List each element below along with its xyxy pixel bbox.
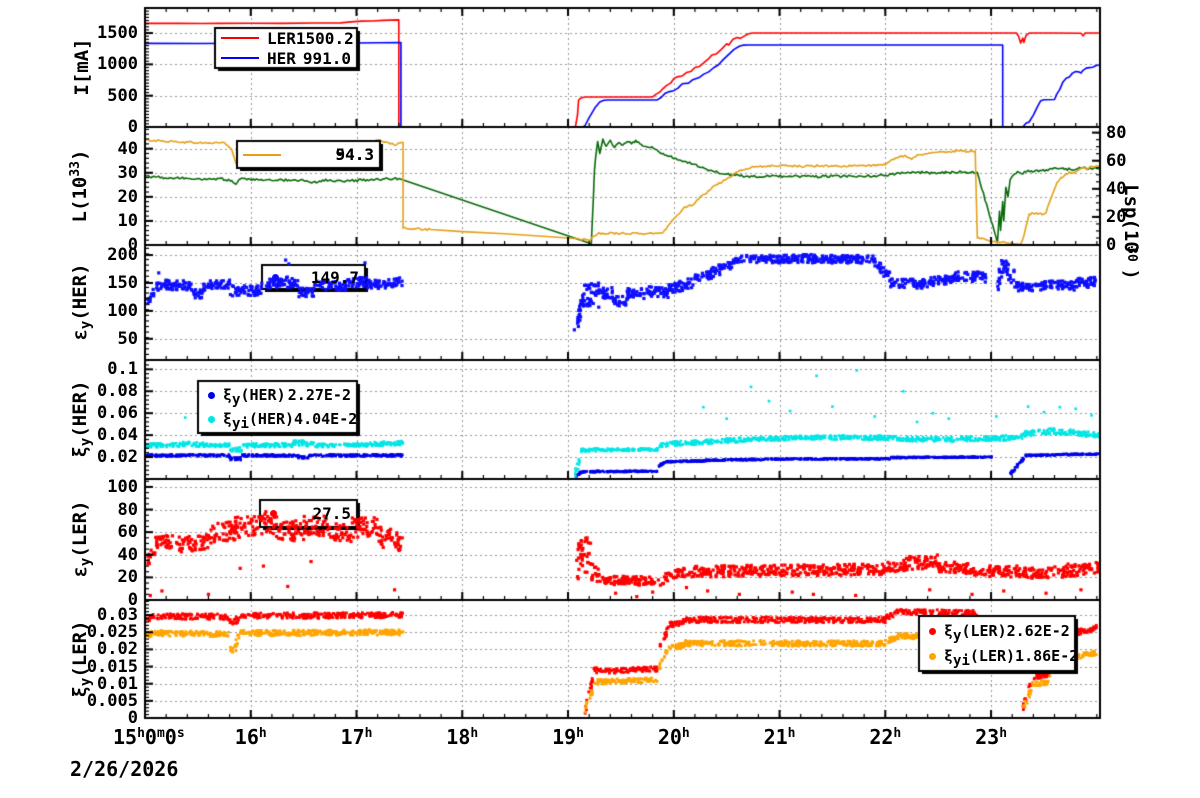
x-tick-label: 19h [552, 725, 584, 749]
legend-row: LER 1500.2 [221, 28, 354, 48]
y-tick-label: 0.1 [107, 359, 138, 380]
legend-value: 149.7 [310, 267, 359, 287]
legend-value: 1500.2 [295, 28, 354, 48]
legend-row: ξyi(HER) 4.04E-2 [204, 409, 357, 432]
legend-ey-ler: 27.5 [260, 500, 357, 527]
y-tick-label: 40 [117, 138, 138, 159]
legend-marker-dot [208, 391, 215, 399]
legend-marker-line [221, 37, 259, 39]
y-tick-label: 80 [117, 499, 138, 520]
x-tick-label: 22h [869, 725, 902, 749]
y-axis-label-lsp: Lsp(1030) [1120, 184, 1142, 280]
legend-row: ξyi(LER) 1.86E-2 [925, 646, 1078, 669]
y-tick-label: 0.02 [97, 447, 138, 468]
y-tick-label: 500 [107, 85, 138, 106]
y-tick-label-right: 80 [1106, 122, 1127, 143]
legend-label: ξy(HER) [223, 386, 286, 408]
y-tick-label: 0 [127, 708, 138, 728]
legend-value: 4.04E-2 [294, 410, 358, 428]
legend-row: 27.5 [266, 504, 351, 524]
legend-marker-dot [272, 273, 279, 281]
legend-marker-dot [929, 652, 936, 660]
legend-row: HER 991.0 [221, 48, 351, 68]
legend-label: LER [267, 28, 296, 48]
y-tick-label: 0.03 [97, 605, 138, 626]
x-tick-label: 18h [446, 725, 479, 749]
x-tick-label: 15h0m0s [113, 725, 185, 749]
y-tick-label: 0.015 [86, 656, 138, 677]
y-tick-label-right: 20 [1106, 206, 1127, 227]
y-tick-label: 100 [107, 300, 138, 321]
legend-current: LER 1500.2 HER 991.0 [215, 28, 357, 68]
y-tick-label: 30 [117, 162, 138, 183]
legend-label: ξyi(HER) [223, 410, 295, 432]
y-tick-label: 20 [117, 567, 138, 588]
y-tick-label: 60 [117, 522, 138, 543]
y-tick-label: 0.04 [97, 425, 138, 446]
legend-row: 54.3 94.3 [243, 145, 374, 165]
legend-value-overlay: 94.3 [335, 145, 374, 164]
legend-label: HER [267, 48, 296, 68]
legend-marker-line [221, 57, 259, 59]
y-tick-label: 0 [127, 590, 138, 610]
y-tick-label: 0.08 [97, 381, 138, 402]
legend-label: ξyi(LER) [944, 647, 1016, 669]
legend-row: ξy(HER) 2.27E-2 [204, 385, 351, 408]
legend-value: 991.0 [302, 48, 351, 68]
legend-value: 27.5 [312, 504, 351, 523]
x-tick-label: 23h [975, 725, 1008, 749]
y-tick-label-right: 40 [1106, 178, 1127, 199]
y-tick-label: 1500 [97, 23, 138, 44]
y-tick-label: 0 [127, 235, 138, 255]
y-tick-label: 1000 [97, 54, 138, 75]
x-tick-label: 17h [340, 725, 373, 749]
y-tick-label: 50 [117, 328, 138, 349]
y-tick-label: 200 [107, 245, 138, 266]
legend-xiy-ler: ξy(LER) 2.62E-2 ξyi(LER) 1.86E-2 [919, 616, 1078, 671]
y-tick-label: 0.005 [86, 690, 138, 711]
date-label: 2/26/2026 [70, 757, 179, 781]
legend-marker-dot [929, 627, 936, 635]
y-tick-label-right: 0 [1106, 235, 1117, 255]
y-tick-label-right: 60 [1106, 150, 1127, 171]
legend-value: 2.62E-2 [1006, 622, 1070, 640]
y-tick-label: 0.02 [97, 639, 138, 660]
legend-xiy-her: ξy(HER) 2.27E-2 ξyi(HER) 4.04E-2 [198, 381, 357, 433]
legend-row: 149.7 [268, 267, 359, 287]
y-tick-label: 0 [127, 117, 138, 137]
y-tick-label: 0.025 [86, 622, 138, 643]
y-tick-label: 10 [117, 210, 138, 231]
legend-ey-her: 149.7 [262, 265, 365, 289]
x-tick-label: 21h [763, 725, 796, 749]
legend-row: ξy(LER) 2.62E-2 [925, 621, 1070, 644]
y-tick-label: 150 [107, 272, 138, 293]
y-tick-label: 20 [117, 186, 138, 207]
y-tick-label: 100 [107, 476, 138, 497]
legend-marker-dot [270, 510, 277, 517]
y-tick-label: 0.01 [97, 673, 138, 694]
x-tick-label: 16h [234, 725, 267, 749]
legend-value: 1.86E-2 [1015, 647, 1079, 665]
x-tick-label: 20h [657, 725, 690, 749]
legend-luminosity: 54.3 94.3 [237, 141, 380, 168]
legend-value: 2.27E-2 [287, 386, 351, 404]
legend-value: 54.3 94.3 [335, 145, 374, 164]
y-tick-label: 0.06 [97, 403, 138, 424]
legend-marker-dot [208, 415, 215, 423]
legend-label: ξy(LER) [944, 622, 1007, 644]
legend-marker-line [243, 153, 281, 156]
y-tick-label: 40 [117, 544, 138, 565]
